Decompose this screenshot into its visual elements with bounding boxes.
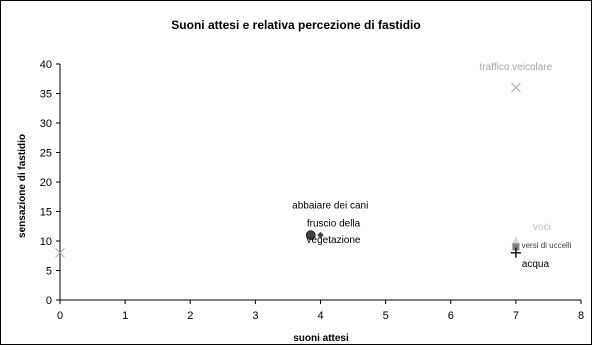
y-tick-label: 25 (40, 148, 52, 160)
point-triangle-marker (511, 236, 521, 245)
point-square-marker (512, 243, 520, 251)
y-tick-label: 5 (46, 266, 52, 278)
annotations: traffico veicolare abbaiare dei cani frusc… (292, 62, 571, 270)
point-annotation: vegetazione (307, 235, 361, 246)
point-annotation: abbaiare dei cani (292, 201, 368, 212)
x-tick-label: 5 (383, 310, 389, 322)
y-axis-title: sensazione di fastidio (17, 134, 28, 238)
x-tick-label: 4 (317, 310, 323, 322)
point-annotation: traffico veicolare (480, 62, 553, 73)
x-tick-label: 6 (448, 310, 454, 322)
point-annotation: acqua (522, 259, 550, 270)
chart-title: Suoni attesi e relativa percezione di fa… (171, 18, 420, 32)
y-tick-label: 35 (40, 89, 52, 101)
data-points (55, 82, 521, 258)
y-tick-label: 20 (40, 177, 52, 189)
point-circle-marker (305, 230, 316, 240)
x-axis-title: suoni attesi (293, 333, 349, 344)
point-annotation: voci (533, 222, 551, 233)
point-x-marker (55, 247, 65, 258)
y-tick-label: 10 (40, 236, 52, 248)
x-tick-label: 8 (578, 310, 584, 322)
point-x-marker (511, 82, 521, 93)
x-tick-label: 3 (252, 310, 258, 322)
x-tick-label: 7 (513, 310, 519, 322)
x-tick-label: 0 (57, 310, 63, 322)
y-tick-label: 0 (46, 295, 52, 307)
point-annotation: versi di uccelli (522, 241, 572, 250)
y-tick-label: 40 (40, 59, 52, 71)
y-tick-label: 15 (40, 207, 52, 219)
axes: 0 5 10 15 20 25 30 35 40 0 1 2 3 4 5 6 7 8 (40, 59, 584, 322)
x-tick-label: 2 (187, 310, 193, 322)
x-tick-label: 1 (122, 310, 128, 322)
point-plus-marker (510, 247, 521, 258)
point-annotation: fruscio della (307, 218, 361, 229)
y-tick-label: 30 (40, 118, 52, 130)
point-diamond-marker (317, 231, 324, 239)
